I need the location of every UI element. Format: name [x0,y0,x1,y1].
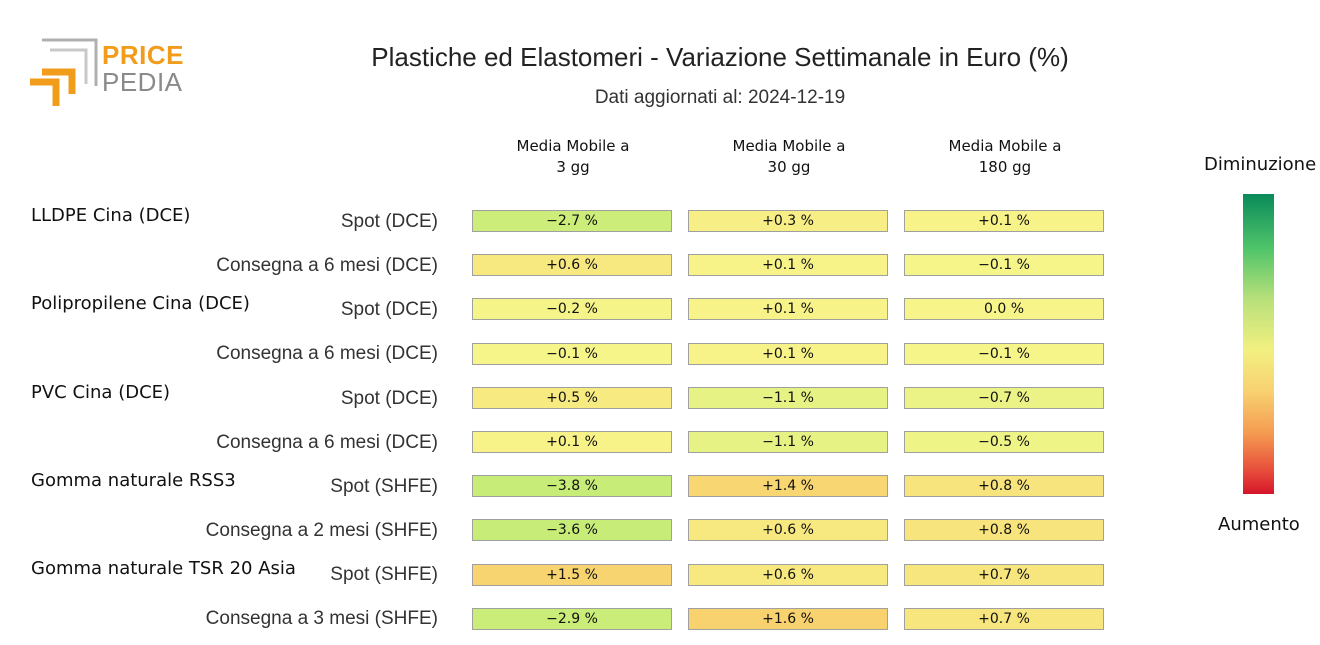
heat-cell: +0.7 % [904,608,1104,630]
row-label: Spot (DCE) [340,388,438,409]
row-label: Consegna a 6 mesi (DCE) [216,432,438,453]
heat-cell: −3.6 % [472,519,672,541]
heat-cell: +0.5 % [472,387,672,409]
column-header-line1: Media Mobile a [948,137,1062,155]
legend-bottom-label: Aumento [1218,514,1300,535]
column-header-line2: 180 gg [978,158,1032,176]
heat-cell: +1.6 % [688,608,888,630]
heat-cell: −1.1 % [688,431,888,453]
group-label-polipropilene: Polipropilene Cina (DCE) [31,293,250,314]
heat-cell: +0.1 % [688,343,888,365]
group-label-rss3: Gomma naturale RSS3 [31,470,236,491]
legend-top-label: Diminuzione [1204,154,1317,175]
heat-cell: −0.1 % [904,254,1104,276]
heat-cell: −1.1 % [688,387,888,409]
column-header-30gg: Media Mobile a 30 gg [688,136,890,178]
logo-price-text: PRICE [102,40,184,70]
heat-cell: +0.3 % [688,210,888,232]
column-header-line2: 30 gg [767,158,811,176]
heat-cell: +1.4 % [688,475,888,497]
heat-cell: +0.1 % [472,431,672,453]
heat-cell: −2.9 % [472,608,672,630]
group-label-lldpe: LLDPE Cina (DCE) [31,205,191,226]
column-header-180gg: Media Mobile a 180 gg [904,136,1106,178]
heat-cell: −0.1 % [904,343,1104,365]
heat-cell: +0.8 % [904,475,1104,497]
logo-mark-icon [30,38,98,106]
chart-subtitle: Dati aggiornati al: 2024-12-19 [594,87,846,108]
heat-cell: +0.1 % [688,254,888,276]
column-header-line1: Media Mobile a [732,137,846,155]
heat-cell: −3.8 % [472,475,672,497]
heat-cell: +1.5 % [472,564,672,586]
heat-cell: −2.7 % [472,210,672,232]
logo-pedia-text: PEDIA [102,67,183,97]
heat-cell: 0.0 % [904,298,1104,320]
row-label: Consegna a 6 mesi (DCE) [216,255,438,276]
row-label: Consegna a 3 mesi (SHFE) [205,608,438,629]
chart-title: Plastiche ed Elastomeri - Variazione Set… [371,42,1069,72]
heat-cell: −0.5 % [904,431,1104,453]
heat-cell: +0.1 % [688,298,888,320]
group-label-pvc: PVC Cina (DCE) [31,382,171,403]
column-header-line2: 3 gg [556,158,590,176]
pricepedia-logo: PRICE PEDIA [28,38,198,110]
heat-cell: +0.6 % [688,519,888,541]
row-label: Spot (DCE) [340,211,438,232]
heat-cell: +0.1 % [904,210,1104,232]
row-label: Spot (SHFE) [330,564,438,585]
heat-cell: +0.8 % [904,519,1104,541]
heat-cell: +0.6 % [688,564,888,586]
heat-cell: +0.6 % [472,254,672,276]
column-header-line1: Media Mobile a [516,137,630,155]
color-scale-bar [1243,194,1274,494]
heat-cell: +0.7 % [904,564,1104,586]
row-label: Consegna a 2 mesi (SHFE) [205,520,438,541]
heat-cell: −0.7 % [904,387,1104,409]
column-header-3gg: Media Mobile a 3 gg [472,136,674,178]
group-label-tsr20: Gomma naturale TSR 20 Asia [31,558,296,579]
heat-cell: −0.2 % [472,298,672,320]
row-label: Spot (DCE) [340,299,438,320]
row-label: Spot (SHFE) [330,476,438,497]
row-label: Consegna a 6 mesi (DCE) [216,343,438,364]
heat-cell: −0.1 % [472,343,672,365]
